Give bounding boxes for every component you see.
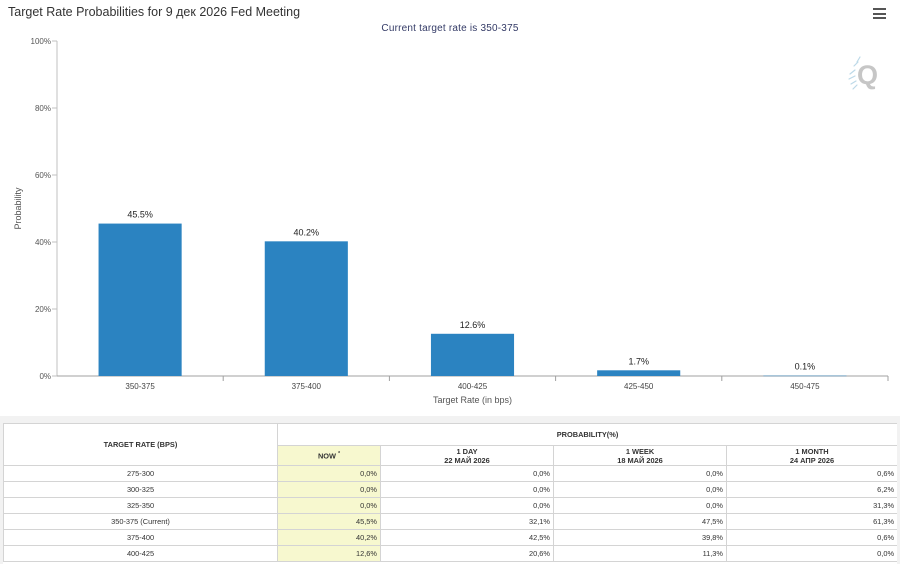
chart-subtitle: Current target rate is 350-375 (381, 23, 519, 34)
hamburger-menu-icon[interactable] (873, 8, 886, 19)
bar (597, 370, 681, 376)
table-row: 375-400 40,2% 42,5% 39,8% 0,6% (3, 529, 897, 546)
probability-table: TARGET RATE (BPS) PROBABILITY(%) NOW * 1 … (3, 423, 897, 562)
probability-cell: 42,5% (380, 529, 554, 546)
table-row: 400-425 12,6% 20,6% 11,3% 0,0% (3, 545, 897, 562)
table-row: 275-300 0,0% 0,0% 0,0% 0,6% (3, 465, 897, 482)
probability-cell: 0,0% (277, 481, 381, 498)
y-tick-label: 20% (35, 305, 51, 314)
x-tick-label: 425-450 (624, 382, 654, 391)
data-label: 1.7% (628, 356, 649, 366)
y-tick-label: 60% (35, 171, 51, 180)
rate-cell: 350-375 (Current) (3, 513, 278, 530)
x-tick-label: 400-425 (458, 382, 488, 391)
probability-cell: 45,5% (277, 513, 381, 530)
rate-cell: 300-325 (3, 481, 278, 498)
table-row: 300-325 0,0% 0,0% 0,0% 6,2% (3, 481, 897, 498)
y-axis-title: Probability (13, 187, 23, 230)
svg-text:Q: Q (857, 60, 878, 90)
probability-cell: 0,0% (380, 497, 554, 514)
probability-cell: 0,0% (553, 497, 727, 514)
x-axis-title: Target Rate (in bps) (433, 395, 512, 405)
probability-cell: 31,3% (725, 497, 897, 514)
probability-cell: 39,8% (553, 529, 727, 546)
bar (98, 223, 182, 376)
period-header-0: NOW * (277, 445, 381, 466)
footnote-marker: * (338, 451, 341, 458)
q-logo-icon: Q (848, 56, 878, 90)
period-header-2: 1 WEEK 18 МАЙ 2026 (553, 445, 727, 466)
data-label: 40.2% (294, 227, 320, 237)
bar (264, 241, 348, 376)
probability-cell: 32,1% (380, 513, 554, 530)
probability-cell: 0,0% (380, 465, 554, 482)
probability-cell: 61,3% (725, 513, 897, 530)
bar (430, 333, 515, 376)
probability-cell: 6,2% (725, 481, 897, 498)
data-label: 12.6% (460, 320, 486, 330)
period-header-3: 1 MONTH 24 АПР 2026 (725, 445, 897, 466)
probability-cell: 0,0% (725, 545, 897, 562)
probability-cell: 0,6% (725, 529, 897, 546)
bar-chart: 0% 20% 40% 60% 80% 100% 45.5% 350-375 40.2% 375-4… (13, 37, 889, 405)
probability-cell: 0,0% (277, 465, 381, 482)
probability-cell: 0,0% (380, 481, 554, 498)
probability-table-panel: TARGET RATE (BPS) PROBABILITY(%) NOW * 1 … (3, 423, 897, 564)
table-row: 325-350 0,0% 0,0% 0,0% 31,3% (3, 497, 897, 514)
probability-cell: 0,6% (725, 465, 897, 482)
y-tick-label: 100% (31, 37, 51, 46)
rate-cell: 375-400 (3, 529, 278, 546)
rate-cell: 325-350 (3, 497, 278, 514)
rate-cell: 400-425 (3, 545, 278, 562)
target-rate-header: TARGET RATE (BPS) (3, 423, 278, 466)
data-label: 0.1% (795, 362, 816, 372)
x-tick-label: 375-400 (292, 382, 322, 391)
bar (763, 375, 847, 377)
probability-cell: 20,6% (380, 545, 554, 562)
probability-cell: 0,0% (553, 481, 727, 498)
table-row: 350-375 (Current) 45,5% 32,1% 47,5% 61,3% (3, 513, 897, 530)
y-tick-label: 0% (39, 372, 51, 381)
probability-cell: 40,2% (277, 529, 381, 546)
y-tick-label: 40% (35, 238, 51, 247)
probability-cell: 0,0% (277, 497, 381, 514)
probability-cell: 11,3% (553, 545, 727, 562)
rate-cell: 275-300 (3, 465, 278, 482)
probability-cell: 47,5% (553, 513, 727, 530)
probability-cell: 12,6% (277, 545, 381, 562)
probability-group-header: PROBABILITY(%) (276, 423, 897, 446)
y-tick-label: 80% (35, 104, 51, 113)
x-tick-label: 450-475 (790, 382, 820, 391)
chart-title: Target Rate Probabilities for 9 дек 2026… (8, 5, 301, 19)
chart-panel: 0% 20% 40% 60% 80% 100% 45.5% 350-375 40.2% 375-4… (0, 0, 900, 416)
x-tick-label: 350-375 (125, 382, 155, 391)
data-label: 45.5% (127, 210, 153, 220)
probability-cell: 0,0% (553, 465, 727, 482)
period-header-1: 1 DAY 22 МАЙ 2026 (380, 445, 554, 466)
